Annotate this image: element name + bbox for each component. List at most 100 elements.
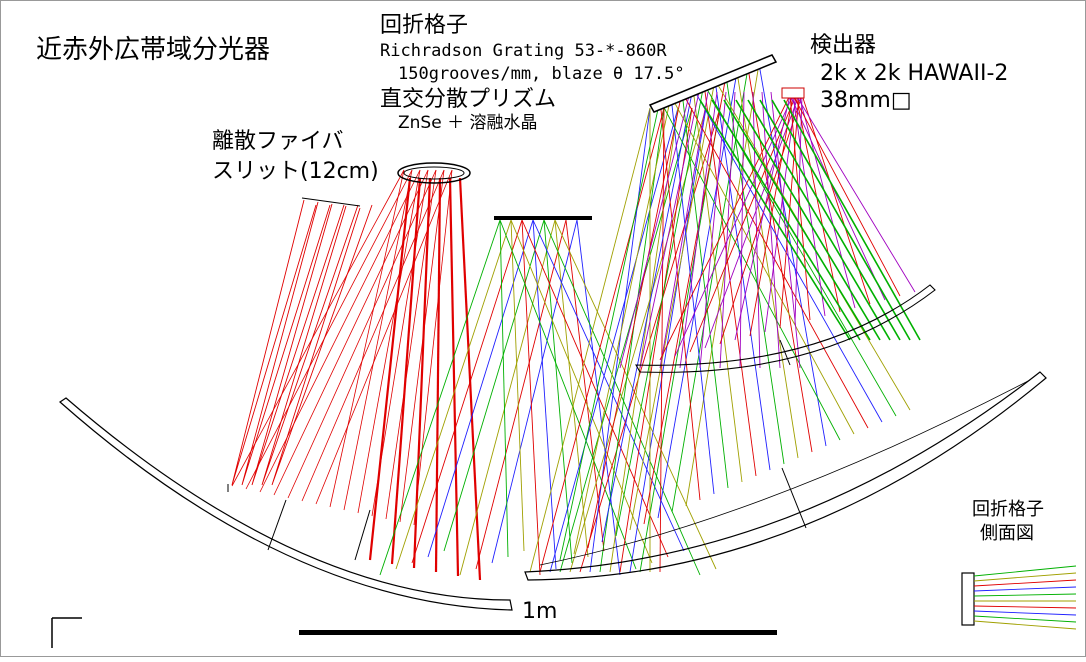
fold-mirror-inner [403, 166, 465, 180]
camera-ray [670, 95, 715, 495]
camera-ray [747, 67, 813, 453]
collimator-strut-a [267, 499, 287, 551]
collimator-ray [459, 219, 556, 576]
camera-ray [681, 91, 869, 429]
slit-ray [259, 169, 421, 493]
detector-ray [689, 94, 797, 353]
collimator-ray [619, 107, 693, 573]
collimator-ray [499, 219, 509, 558]
detector-ray [795, 94, 841, 313]
camera-ray [725, 75, 785, 465]
detector-format: 2k x 2k HAWAII-2 [820, 61, 1009, 86]
slit-ray-bold [448, 177, 460, 577]
collimator-ray [565, 219, 605, 552]
scale-bar [299, 630, 777, 635]
detector-ray-bold [735, 99, 881, 341]
slit-ray [231, 199, 317, 486]
camera-ray [657, 71, 738, 519]
detector-ray-bold [699, 99, 851, 341]
collimator-ray [411, 219, 523, 564]
detector-ray [789, 94, 886, 301]
camera-ray [692, 87, 883, 423]
collimator-ray [599, 107, 665, 573]
slit-ray [241, 201, 331, 486]
prism-material: ZnSe ＋ 溶融水晶 [398, 113, 538, 133]
detector-ray [704, 94, 800, 349]
slit-ray [231, 169, 405, 487]
collimator-ray [475, 219, 567, 570]
camera-ray [615, 83, 705, 537]
slit-ray-bold [458, 177, 482, 581]
camera-ray [719, 91, 736, 369]
slit-ray [413, 169, 453, 526]
grating-model: Richradson Grating 53-*-860R [380, 41, 667, 61]
collimator-ray [521, 219, 541, 576]
slit-ray [245, 169, 413, 490]
camera-ray [761, 91, 781, 369]
camera-ray [671, 67, 749, 513]
collimator-ray [521, 219, 669, 558]
camera-ray [619, 91, 691, 369]
side-view-ray [973, 586, 1077, 592]
camera-ray [659, 99, 701, 501]
detector-ray [779, 94, 800, 329]
scale-bar-label: 1m [522, 599, 558, 624]
detector-ray [792, 94, 901, 297]
slit-ray-bold [412, 177, 432, 569]
detector-chip [781, 87, 805, 99]
slit-fan-rays [231, 169, 482, 581]
collimator-ray [589, 107, 651, 573]
slit-ray-bold [368, 177, 412, 561]
detector-ray [792, 94, 826, 317]
camera-strut-a [781, 467, 807, 529]
upper-strut [779, 339, 791, 366]
camera-ray [758, 63, 827, 447]
camera-ray [736, 71, 799, 459]
detector-ray [794, 94, 803, 325]
diagram-title: 近赤外広帯域分光器 [36, 35, 271, 65]
collimator-mirror [59, 397, 513, 611]
camera-ray [699, 91, 727, 369]
camera-ray [639, 91, 700, 369]
fold-mirror [397, 162, 471, 184]
slit-ray-bold [434, 177, 442, 573]
fiber-slit [301, 197, 361, 207]
camera-ray [739, 91, 745, 369]
camera-ray [679, 91, 718, 369]
slit-ray [261, 204, 359, 486]
collimator-ray [499, 219, 637, 570]
collimator-strut-b [354, 509, 371, 561]
side-view-ray [973, 565, 1077, 577]
side-view-ray [973, 605, 1077, 609]
prism-heading: 直交分散プリズム [380, 87, 557, 112]
detector-ray [674, 94, 794, 357]
flat-mirror [494, 216, 592, 220]
collimator-ray [379, 219, 501, 576]
side-view-label-line1: 回折格子 [972, 499, 1044, 520]
detector-size: 38mm□ [820, 88, 912, 113]
slit-ray [301, 169, 445, 502]
collimator-rays [379, 107, 721, 576]
detector-ray-bold [747, 99, 891, 341]
camera-ray [601, 87, 694, 543]
slit-ray [271, 204, 373, 486]
collimator-ray [629, 107, 707, 573]
collimator-ray [395, 219, 512, 570]
side-view-ray [973, 593, 1077, 597]
camera-mirror [524, 371, 1047, 581]
camera-ray [659, 91, 709, 369]
collimator-ray [443, 219, 545, 552]
collimator-ray [559, 107, 693, 573]
detector-ray-bold [723, 99, 871, 341]
grating-spec: 150grooves/mm, blaze θ 17.5° [398, 64, 685, 84]
slit-ray-bold [390, 177, 422, 565]
camera-ray [573, 95, 672, 555]
axis-mark [51, 617, 82, 648]
grating-heading: 回折格子 [380, 13, 469, 38]
detector-ray-bold [783, 99, 921, 341]
slit-ray [251, 203, 345, 486]
camera-ray [587, 91, 683, 549]
side-view-ray [973, 610, 1077, 616]
